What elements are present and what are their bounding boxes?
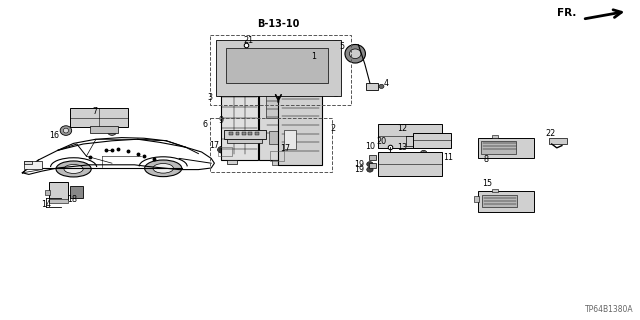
Bar: [478, 138, 534, 158]
Text: 1: 1: [311, 52, 316, 61]
Bar: [45, 190, 50, 195]
Ellipse shape: [420, 150, 427, 156]
Text: 16: 16: [49, 132, 60, 140]
Bar: [413, 133, 451, 148]
Ellipse shape: [367, 167, 373, 172]
Bar: [481, 141, 516, 154]
Bar: [226, 48, 328, 83]
Bar: [248, 132, 252, 135]
Ellipse shape: [60, 126, 72, 135]
Bar: [218, 147, 232, 156]
Bar: [270, 151, 284, 161]
Bar: [49, 182, 68, 200]
Bar: [378, 124, 442, 148]
Ellipse shape: [422, 152, 425, 154]
Ellipse shape: [63, 128, 68, 133]
Bar: [492, 135, 498, 138]
Bar: [236, 132, 239, 135]
Ellipse shape: [379, 84, 384, 88]
Bar: [259, 64, 307, 160]
Ellipse shape: [64, 164, 83, 173]
Bar: [210, 118, 332, 172]
Bar: [366, 83, 378, 90]
Bar: [24, 161, 32, 164]
Ellipse shape: [108, 128, 116, 135]
Text: 14: 14: [41, 200, 51, 209]
Text: 2: 2: [330, 124, 335, 133]
Bar: [284, 130, 296, 149]
Ellipse shape: [56, 161, 92, 177]
Bar: [216, 40, 341, 96]
Bar: [255, 132, 259, 135]
Bar: [90, 126, 118, 133]
Text: 17: 17: [209, 141, 220, 150]
Text: 12: 12: [397, 124, 407, 133]
Bar: [227, 139, 262, 143]
Text: 13: 13: [397, 143, 407, 152]
Bar: [221, 54, 258, 160]
Text: 18: 18: [67, 195, 77, 204]
Text: 5: 5: [340, 42, 345, 51]
Text: 9: 9: [218, 116, 223, 125]
Text: B-13-10: B-13-10: [257, 19, 300, 29]
Ellipse shape: [218, 41, 223, 45]
Text: 8: 8: [484, 156, 489, 164]
Text: 15: 15: [483, 180, 493, 188]
Ellipse shape: [247, 54, 259, 64]
Bar: [294, 45, 306, 50]
Text: 10: 10: [365, 142, 375, 151]
Bar: [224, 130, 266, 139]
Text: 20: 20: [376, 137, 387, 146]
Ellipse shape: [333, 41, 339, 45]
Ellipse shape: [145, 160, 182, 177]
Bar: [269, 131, 282, 144]
Bar: [478, 191, 534, 212]
Ellipse shape: [349, 49, 361, 59]
Bar: [369, 163, 376, 168]
Bar: [266, 74, 285, 118]
Bar: [474, 196, 479, 202]
Text: 17: 17: [280, 144, 290, 153]
Ellipse shape: [333, 92, 339, 97]
Bar: [492, 189, 498, 192]
Text: FR.: FR.: [557, 8, 576, 19]
Ellipse shape: [272, 45, 291, 63]
Bar: [272, 160, 280, 165]
Text: TP64B1380A: TP64B1380A: [585, 305, 634, 314]
Bar: [227, 51, 237, 54]
Ellipse shape: [270, 151, 280, 158]
Bar: [278, 50, 322, 165]
Ellipse shape: [218, 92, 223, 97]
Ellipse shape: [367, 162, 373, 167]
Bar: [242, 132, 246, 135]
Bar: [369, 155, 376, 160]
Bar: [24, 161, 42, 169]
Bar: [227, 160, 237, 164]
Text: 4: 4: [383, 79, 388, 88]
Ellipse shape: [218, 146, 228, 153]
Bar: [229, 132, 233, 135]
Text: 6: 6: [202, 120, 207, 129]
Bar: [322, 69, 328, 94]
Bar: [49, 199, 68, 203]
Bar: [549, 138, 567, 144]
Ellipse shape: [110, 130, 114, 133]
Text: 3: 3: [207, 93, 212, 102]
Ellipse shape: [153, 164, 173, 173]
Bar: [70, 186, 83, 198]
Bar: [378, 152, 442, 176]
Ellipse shape: [345, 44, 365, 63]
Bar: [482, 195, 517, 207]
Bar: [70, 108, 128, 127]
Text: 11: 11: [443, 153, 453, 162]
Text: 21: 21: [243, 36, 253, 45]
Text: 19: 19: [355, 165, 365, 174]
Text: 7: 7: [92, 108, 97, 116]
Text: 22: 22: [545, 129, 556, 138]
Text: 19: 19: [355, 160, 365, 169]
Bar: [210, 35, 351, 105]
